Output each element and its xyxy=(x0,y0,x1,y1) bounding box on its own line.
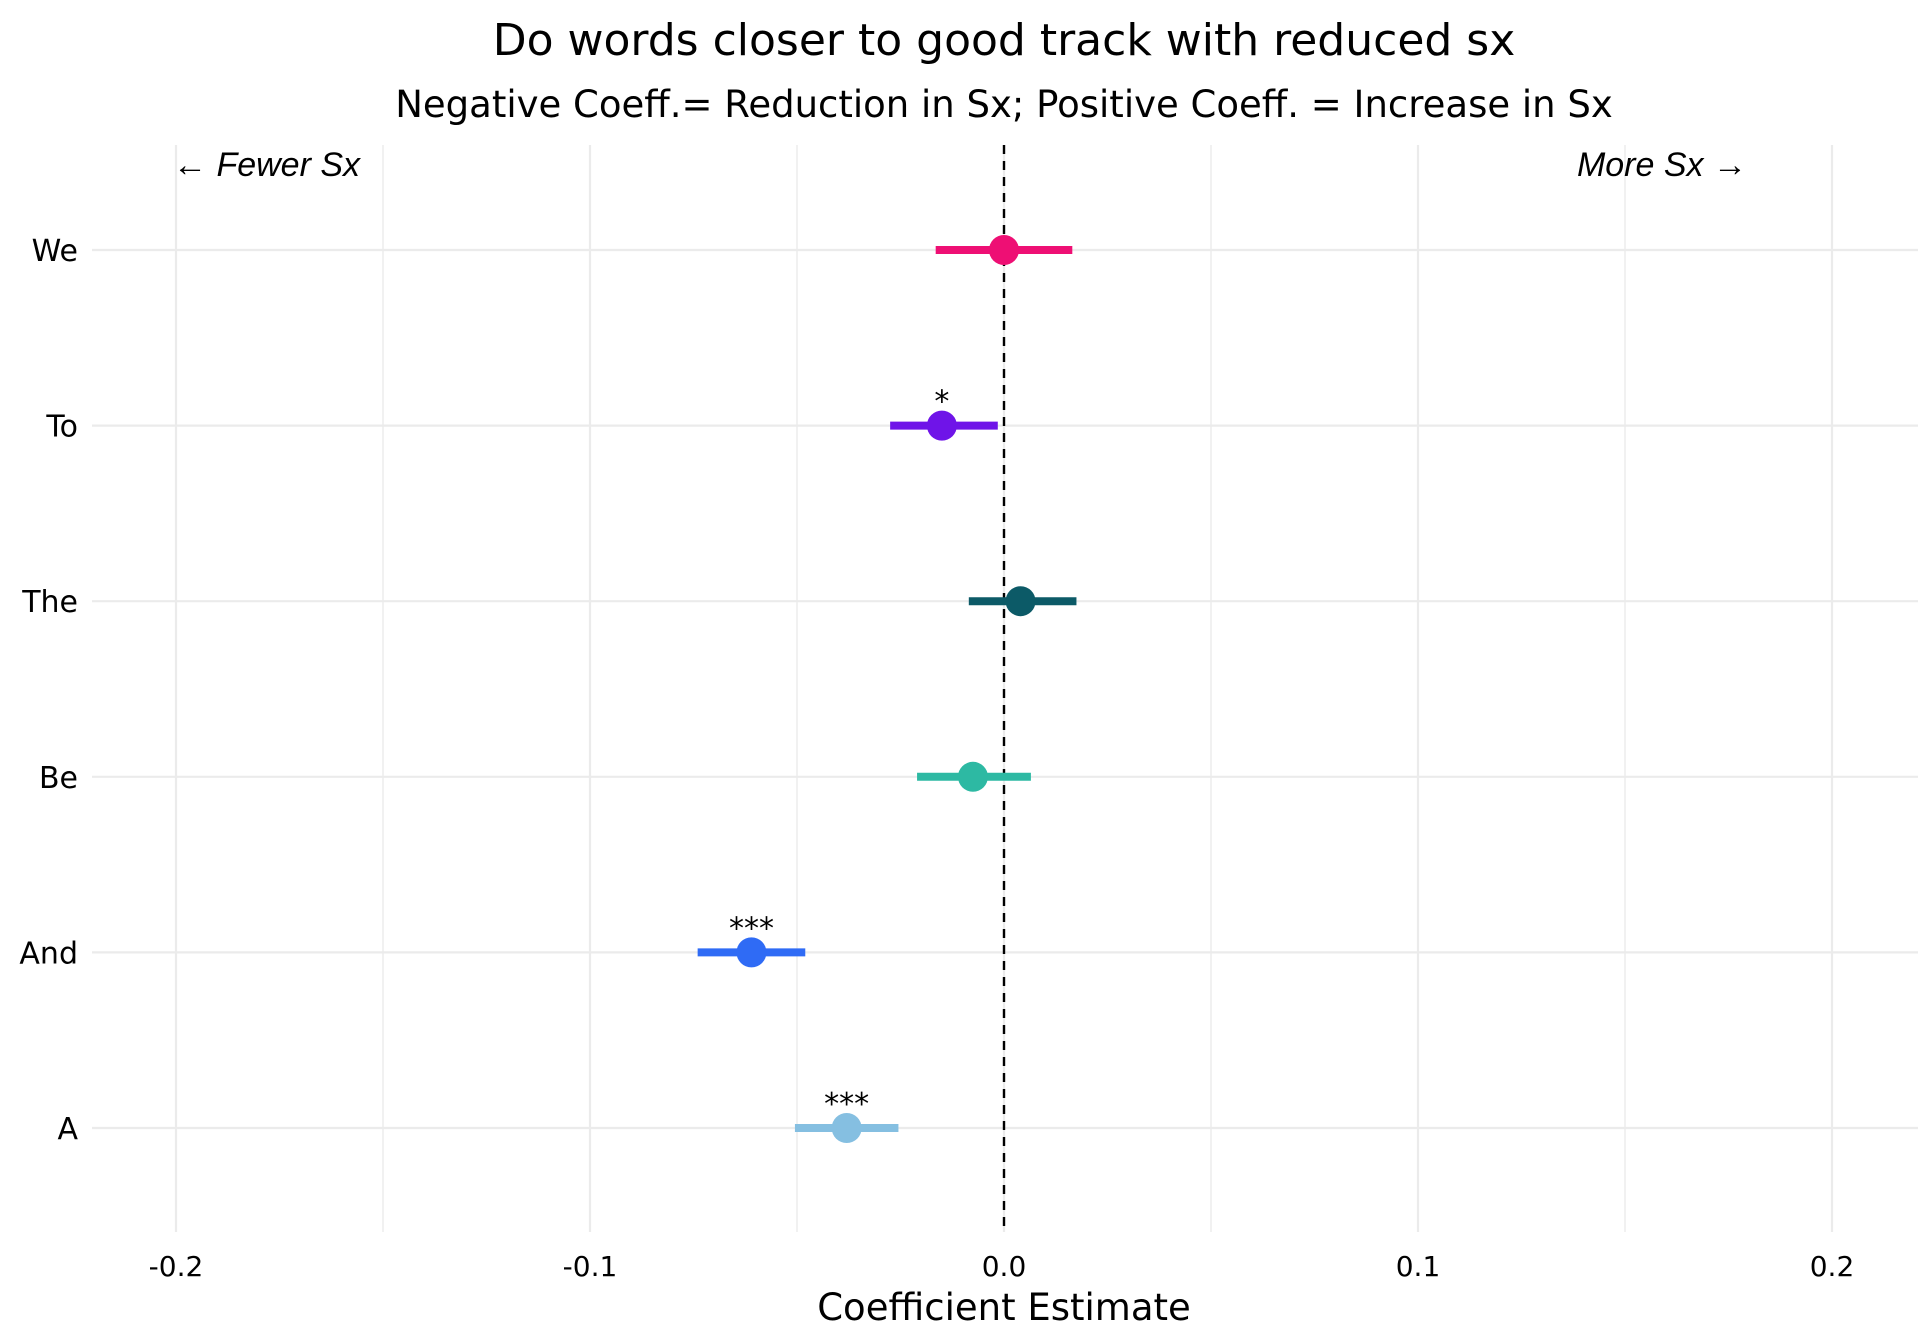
chart-title: Do words closer to good track with reduc… xyxy=(493,15,1516,66)
estimate-point xyxy=(831,1113,862,1143)
significance-stars: *** xyxy=(824,1087,869,1122)
y-tick-label: The xyxy=(21,585,78,620)
estimate-point xyxy=(989,235,1019,265)
y-tick-label: And xyxy=(19,936,78,971)
chart-subtitle: Negative Coeff.= Reduction in Sx; Positi… xyxy=(395,83,1613,126)
estimate-point xyxy=(926,410,957,441)
coefficient-marks: ******* xyxy=(697,235,1077,1143)
y-tick-label: A xyxy=(57,1112,78,1147)
y-tick-label: To xyxy=(45,410,78,445)
x-tick-label: 0.1 xyxy=(1396,1250,1441,1283)
significance-stars: *** xyxy=(729,911,774,946)
x-axis-title: Coefficient Estimate xyxy=(817,1286,1191,1329)
x-tick-label: 0.0 xyxy=(982,1250,1027,1283)
annotation-more-sx: More Sx → xyxy=(1577,146,1747,184)
x-tick-label: -0.2 xyxy=(149,1250,204,1283)
x-tick-label: -0.1 xyxy=(563,1250,618,1283)
y-tick-label: We xyxy=(32,234,78,269)
y-axis-labels: We To The Be And A xyxy=(19,234,78,1147)
x-tick-label: 0.2 xyxy=(1810,1250,1855,1283)
annotation-fewer-sx: ← Fewer Sx xyxy=(173,146,361,184)
x-axis-labels: -0.2 -0.1 0.0 0.1 0.2 xyxy=(149,1250,1855,1283)
estimate-point xyxy=(736,937,767,968)
significance-stars: * xyxy=(934,385,949,420)
y-tick-label: Be xyxy=(39,761,78,796)
estimate-point xyxy=(957,761,988,792)
estimate-point xyxy=(1005,586,1036,617)
